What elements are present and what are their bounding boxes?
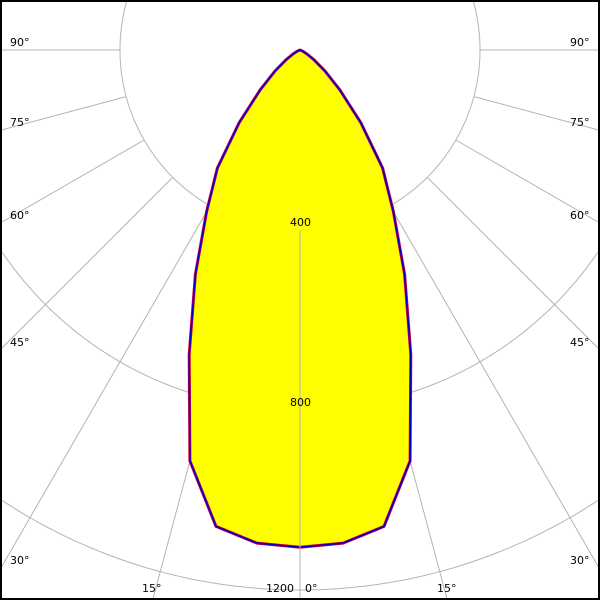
angle-tick-label-60: 60° <box>570 209 590 222</box>
grid-circle-1200 <box>1 499 300 591</box>
angle-tick-label-75: 75° <box>570 116 590 129</box>
radial-tick-label: 1200 <box>266 582 294 595</box>
radial-tick-label: 800 <box>290 396 311 409</box>
grid-radial-line-30 <box>389 205 600 570</box>
angle-tick-label-0: 0° <box>305 582 318 595</box>
angle-tick-label-30: 30° <box>10 554 30 567</box>
grid-radial-line-75 <box>0 96 127 131</box>
grid-radial-line-45 <box>426 176 600 351</box>
angle-tick-label-90: 90° <box>10 36 30 49</box>
grid-radial-line-75 <box>473 96 600 131</box>
angle-tick-label-45: 45° <box>10 336 30 349</box>
radial-tick-label: 400 <box>290 216 311 229</box>
grid-radial-line-60 <box>455 139 600 224</box>
angle-tick-label-15: 15° <box>142 582 162 595</box>
grid-radial-line-60 <box>0 139 145 224</box>
intensity-curve <box>188 49 412 549</box>
angle-tick-label-45: 45° <box>570 336 590 349</box>
angle-tick-label-75: 75° <box>10 116 30 129</box>
grid-radial-line-30 <box>0 205 211 570</box>
angle-tick-label-90: 90° <box>570 36 590 49</box>
angle-tick-label-15: 15° <box>437 582 457 595</box>
angle-tick-label-60: 60° <box>10 209 30 222</box>
grid-radial-line-45 <box>0 176 174 351</box>
grid-circle-1200 <box>300 499 599 591</box>
angle-tick-label-30: 30° <box>570 554 590 567</box>
